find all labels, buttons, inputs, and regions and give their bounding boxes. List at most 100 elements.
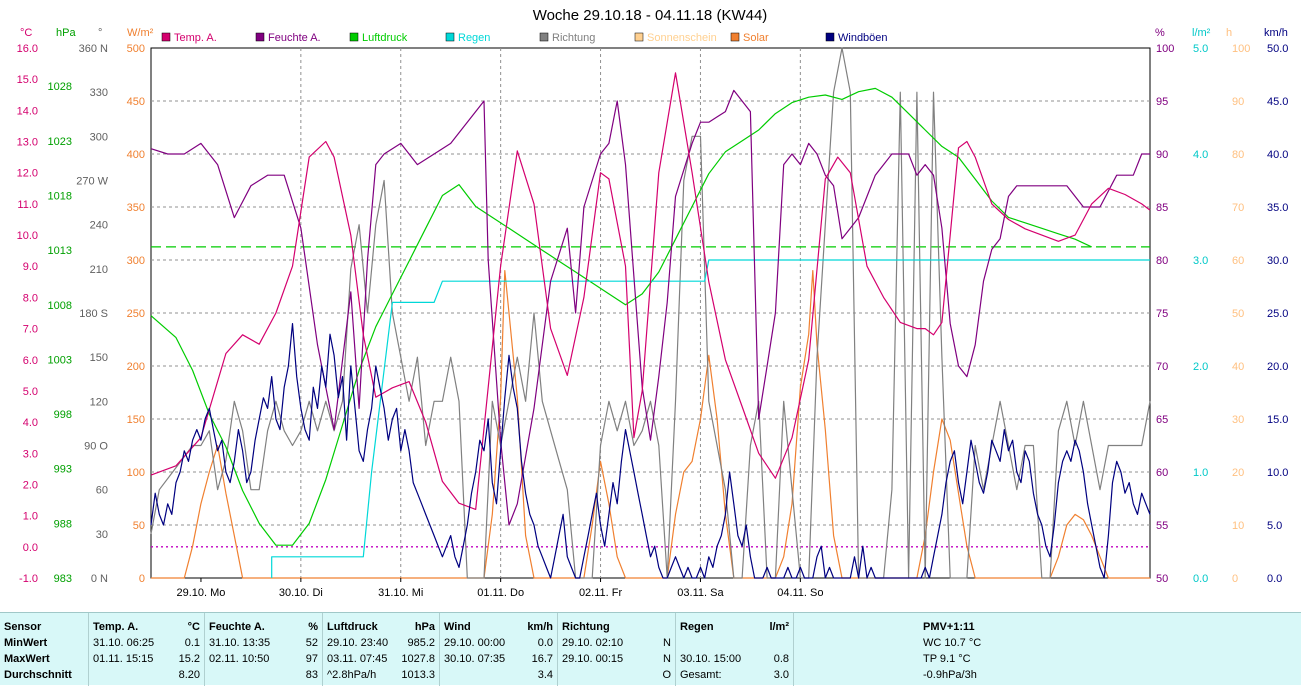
wind-max-time: 30.10. 07:35	[444, 653, 506, 665]
temp-tick: 2.0	[23, 479, 38, 491]
series-luftdruck	[150, 87, 1092, 546]
hum-tick: 80	[1156, 255, 1168, 267]
wind-tick: 10.0	[1267, 467, 1288, 479]
legend-swatch	[161, 32, 171, 42]
dir-tick: 270 W	[76, 176, 108, 188]
press-tick: 1013	[48, 245, 72, 257]
legend-swatch	[730, 32, 740, 42]
legend-swatch	[539, 32, 549, 42]
temp-tick: 5.0	[23, 386, 38, 398]
axes: 16.0 15.0 14.0 13.0 12.0 11.0 10.0 9.0 8.0 7.0 6.0…	[17, 43, 1289, 585]
rain-tick: 2.0	[1193, 361, 1208, 373]
wind-tick: 30.0	[1267, 255, 1288, 267]
stats-temp: Temp. A. °C 31.10. 06:25 0.1 01.11. 15:15 1…	[89, 613, 205, 686]
wind-tick: 0.0	[1267, 573, 1282, 585]
press-tick: 1028	[48, 81, 72, 93]
temp-tick: 9.0	[23, 261, 38, 273]
legend-swatch	[349, 32, 359, 42]
temp-unit: °C	[187, 621, 200, 633]
solar-tick: 50	[133, 520, 145, 532]
legend-label: Luftdruck	[362, 32, 408, 44]
hum-tick: 90	[1156, 149, 1168, 161]
dir-min-value: N	[663, 637, 671, 649]
dir-tick: 180 S	[79, 308, 108, 320]
sun-tick: 100	[1232, 43, 1250, 55]
press-tick: 1023	[48, 136, 72, 148]
x-label: 04.11. So	[777, 587, 823, 599]
series-regen	[271, 259, 1150, 578]
rain-tick: 0.0	[1193, 573, 1208, 585]
temp-tick: 12.0	[17, 168, 38, 180]
axis-unit: km/h	[1264, 27, 1288, 39]
dir-tick: 360 N	[79, 43, 108, 55]
sun-tick: 90	[1232, 96, 1244, 108]
dir-header: Richtung	[562, 621, 610, 633]
dir-min-time: 29.10. 02:10	[562, 637, 624, 649]
series-windböen	[150, 323, 1151, 579]
weather-chart: Woche 29.10.18 - 04.11.18 (KW44) Temp. A…	[17, 7, 1289, 599]
sun-tick: 40	[1232, 361, 1244, 373]
solar-tick: 150	[127, 414, 145, 426]
stats-dir: Richtung 29.10. 02:10 N 29.10. 00:15 N O	[558, 613, 676, 686]
hum-max-value: 97	[305, 653, 318, 665]
series-solar	[151, 270, 1150, 579]
stats-sensor-header: Sensor	[4, 621, 42, 633]
temp-max-value: 15.2	[178, 653, 200, 665]
wind-min-time: 29.10. 00:00	[444, 637, 506, 649]
legend-swatch	[255, 32, 265, 42]
press-tick: 993	[54, 464, 72, 476]
sun-tick: 80	[1232, 149, 1244, 161]
wind-header: Wind	[444, 621, 471, 633]
press-min-value: 985.2	[407, 637, 435, 649]
press-tick: 1018	[48, 191, 72, 203]
rain-total-label: Gesamt:	[680, 669, 722, 681]
press-trend: ^2.8hPa/h	[327, 669, 377, 681]
temp-tick: 6.0	[23, 355, 38, 367]
rain-unit: l/m²	[769, 621, 789, 633]
temp-tick: 3.0	[23, 448, 38, 460]
solar-tick: 100	[127, 467, 145, 479]
stats-min-label: MinWert	[4, 637, 48, 649]
press-tick: 1003	[48, 354, 72, 366]
temp-tick: 8.0	[23, 292, 38, 304]
wind-tick: 45.0	[1267, 96, 1288, 108]
temp-tick: 0.0	[23, 542, 38, 554]
stats-hum: Feuchte A.% 31.10. 13:35 52 02.11. 10:50 9…	[205, 613, 323, 686]
solar-tick: 450	[127, 96, 145, 108]
sun-tick: 0	[1232, 573, 1238, 585]
wind-tick: 5.0	[1267, 520, 1282, 532]
legend-swatch	[825, 32, 835, 42]
press-unit: hPa	[414, 621, 435, 633]
dir-avg-value: O	[662, 669, 671, 681]
sun-tick: 10	[1232, 520, 1244, 532]
series-richtung	[150, 47, 1151, 579]
temp-tick: 10.0	[17, 230, 38, 242]
hum-tick: 55	[1156, 520, 1168, 532]
hum-header: Feuchte A.	[209, 621, 265, 633]
legend-label: Solar	[743, 32, 769, 44]
legend-swatch	[634, 32, 644, 42]
legend: Temp. A. Feuchte A. Luftdruck Regen Richtung…	[161, 32, 888, 44]
press-tick: 983	[54, 573, 72, 585]
series	[150, 47, 1151, 579]
pmv-trend: -0.9hPa/3h	[923, 669, 977, 681]
temp-tick: 16.0	[17, 43, 38, 55]
stats-wind: Wind km/h 29.10. 00:00 0.0 30.10. 07:35 16.…	[440, 613, 558, 686]
hum-unit: %	[308, 621, 318, 633]
solar-tick: 250	[127, 308, 145, 320]
grid	[151, 48, 1150, 578]
sun-tick: 20	[1232, 467, 1244, 479]
temp-tick: 13.0	[17, 137, 38, 149]
rain-tick: 5.0	[1193, 43, 1208, 55]
stats-max-label: MaxWert	[4, 653, 50, 665]
hum-max-time: 02.11. 10:50	[209, 653, 270, 665]
hum-tick: 95	[1156, 96, 1168, 108]
wind-tick: 25.0	[1267, 308, 1288, 320]
temp-header: Temp. A.	[93, 621, 139, 633]
rain-header: Regen	[680, 621, 714, 633]
dir-tick: 60	[96, 485, 108, 497]
stats-pmv: PMV+1:11 WC 10.7 °C TP 9.1 °C -0.9hPa/3h	[794, 613, 1301, 686]
solar-tick: 350	[127, 202, 145, 214]
axis-unit: hPa	[56, 27, 76, 39]
stats-sensor: Sensor MinWert MaxWert Durchschnitt	[0, 613, 89, 686]
